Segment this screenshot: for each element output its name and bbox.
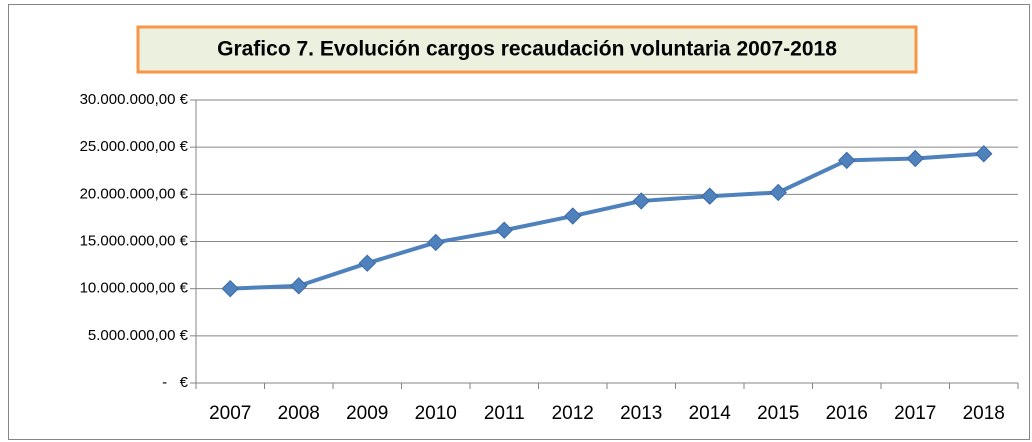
data-point	[358, 254, 376, 272]
x-tick-label: 2012	[552, 403, 594, 424]
data-point	[975, 145, 993, 163]
x-tick-label: 2010	[415, 403, 457, 424]
data-point	[769, 183, 787, 202]
x-tick-label: 2007	[209, 403, 251, 424]
y-tick-label: 10.000.000,00 €	[80, 280, 189, 297]
y-tick-label: - €	[162, 374, 188, 391]
x-tick-label: 2016	[826, 403, 868, 424]
data-point	[906, 149, 924, 168]
data-point	[701, 187, 719, 205]
x-tick-label: 2017	[894, 403, 936, 424]
y-tick-label: 15.000.000,00 €	[80, 232, 189, 249]
x-tick-label: 2009	[346, 403, 388, 424]
data-point	[838, 151, 856, 170]
x-tick-label: 2015	[757, 403, 799, 424]
x-tick-label: 2014	[689, 403, 732, 424]
y-tick-label: 30.000.000,00 €	[80, 91, 189, 108]
x-tick-label: 2008	[278, 403, 320, 424]
chart-border	[8, 4, 1030, 440]
chart-title: Grafico 7. Evolución cargos recaudación …	[217, 38, 837, 61]
series-line	[230, 151, 984, 291]
data-point	[564, 207, 582, 225]
data-point	[290, 277, 308, 295]
y-tick-label: 20.000.000,00 €	[80, 185, 189, 202]
data-point	[221, 279, 239, 298]
title-box	[136, 25, 918, 74]
y-tick-label: 5.000.000,00 €	[88, 327, 189, 344]
data-point	[427, 233, 445, 252]
y-tick-label: 25.000.000,00 €	[80, 138, 189, 155]
x-tick-label: 2013	[620, 403, 662, 424]
data-point	[632, 192, 650, 210]
x-tick-label: 2011	[484, 403, 525, 424]
x-tick-label: 2018	[963, 403, 1005, 424]
data-point	[495, 221, 513, 239]
